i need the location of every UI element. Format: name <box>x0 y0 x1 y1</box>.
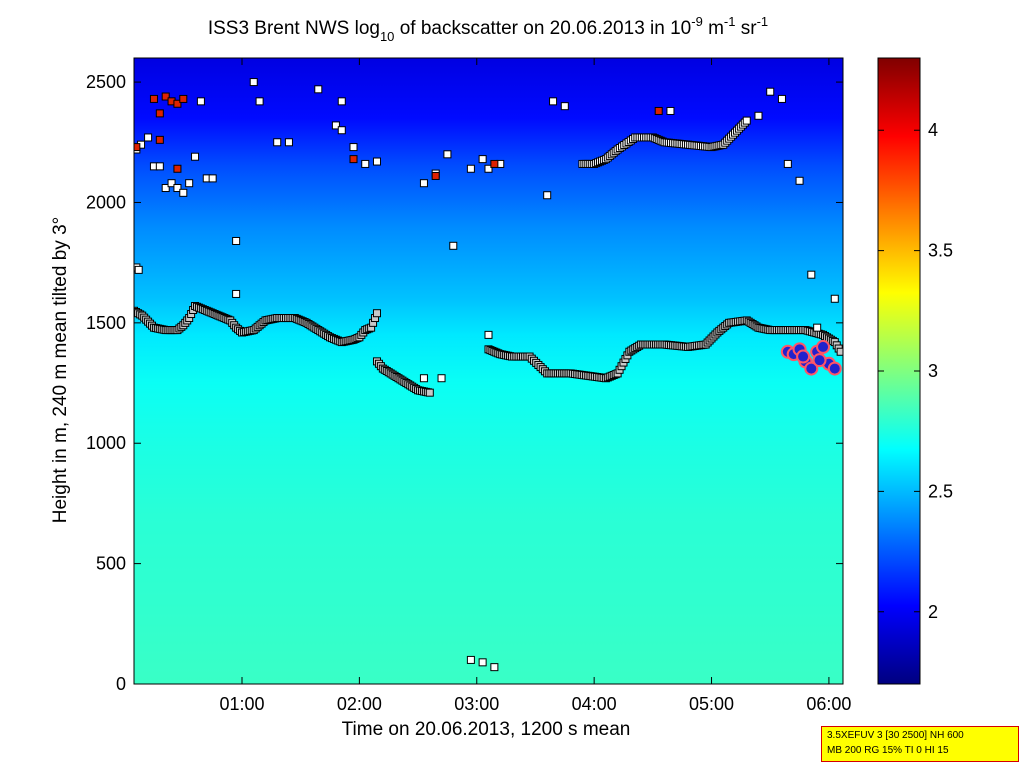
cloud-marker <box>797 351 809 363</box>
colorbar-tick-label: 2 <box>928 602 938 622</box>
scatter-marker <box>233 290 240 297</box>
scatter-marker <box>438 375 445 382</box>
scatter-marker <box>561 103 568 110</box>
x-tick-label: 02:00 <box>337 694 382 714</box>
settings-line-2: MB 200 RG 15% TI 0 HI 15 <box>827 743 1018 758</box>
scatter-marker <box>192 153 199 160</box>
scatter-marker <box>145 134 152 141</box>
scatter-marker <box>767 88 774 95</box>
backscatter-field <box>134 58 843 684</box>
scatter-marker <box>209 175 216 182</box>
x-tick-label: 04:00 <box>572 694 617 714</box>
scatter-marker <box>444 151 451 158</box>
red-marker <box>150 95 157 102</box>
plot-area <box>131 58 845 684</box>
scatter-marker <box>362 160 369 167</box>
scatter-marker <box>831 295 838 302</box>
scatter-marker <box>256 98 263 105</box>
scatter-marker <box>285 139 292 146</box>
settings-line-1: 3.5XEFUV 3 [30 2500] NH 600 <box>827 728 1018 743</box>
scatter-marker <box>485 331 492 338</box>
scatter-marker <box>755 112 762 119</box>
scatter-marker <box>420 180 427 187</box>
colorbar-tick-label: 4 <box>928 120 938 140</box>
scatter-marker <box>544 192 551 199</box>
scatter-marker <box>420 375 427 382</box>
scatter-marker <box>315 86 322 93</box>
scatter-marker <box>373 158 380 165</box>
scatter-marker <box>550 98 557 105</box>
chart-title: ISS3 Brent NWS log10 of backscatter on 2… <box>208 14 768 44</box>
scatter-marker <box>491 664 498 671</box>
scatter-marker <box>479 156 486 163</box>
red-marker <box>180 95 187 102</box>
scatter-marker <box>338 127 345 134</box>
x-tick-label: 06:00 <box>806 694 851 714</box>
red-marker <box>156 110 163 117</box>
colorbar-tick-label: 3.5 <box>928 241 953 261</box>
scatter-marker <box>814 324 821 331</box>
settings-info-box: 3.5XEFUV 3 [30 2500] NH 600 MB 200 RG 15… <box>821 726 1019 762</box>
y-axis-label: Height in m, 240 m mean tilted by 3° <box>50 217 71 523</box>
cloud-marker <box>814 354 826 366</box>
y-tick-label: 2500 <box>86 72 126 92</box>
scatter-marker <box>467 165 474 172</box>
x-tick-label: 03:00 <box>454 694 499 714</box>
upper-layer-marker <box>743 117 750 124</box>
y-tick-label: 500 <box>96 554 126 574</box>
red-marker <box>432 172 439 179</box>
scatter-marker <box>338 98 345 105</box>
cloud-marker <box>817 341 829 353</box>
colorbar-tick-label: 3 <box>928 361 938 381</box>
y-tick-label: 0 <box>116 674 126 694</box>
scatter-marker <box>135 266 142 273</box>
y-tick-label: 2000 <box>86 192 126 212</box>
scatter-marker <box>186 180 193 187</box>
red-marker <box>174 165 181 172</box>
scatter-marker <box>156 163 163 170</box>
scatter-marker <box>467 656 474 663</box>
y-tick-label: 1000 <box>86 433 126 453</box>
scatter-marker <box>350 144 357 151</box>
y-tick-label: 1500 <box>86 313 126 333</box>
scatter-marker <box>778 95 785 102</box>
colorbar: 2 2.5 3 3.5 4 <box>878 58 953 684</box>
red-marker <box>156 136 163 143</box>
inversion-marker <box>373 310 380 317</box>
cloud-marker <box>829 363 841 375</box>
x-axis-label: Time on 20.06.2013, 1200 s mean <box>342 719 631 740</box>
scatter-marker <box>250 79 257 86</box>
colorbar-tick-label: 2.5 <box>928 481 953 501</box>
scatter-marker <box>479 659 486 666</box>
inversion-marker <box>426 389 433 396</box>
red-marker <box>491 160 498 167</box>
scatter-marker <box>274 139 281 146</box>
scatter-marker <box>180 189 187 196</box>
scatter-marker <box>667 107 674 114</box>
scatter-marker <box>233 237 240 244</box>
scatter-marker <box>796 177 803 184</box>
red-marker <box>655 107 662 114</box>
red-marker <box>350 156 357 163</box>
colorbar-scale <box>878 58 920 684</box>
scatter-marker <box>808 271 815 278</box>
scatter-marker <box>784 160 791 167</box>
x-tick-label: 01:00 <box>219 694 264 714</box>
x-tick-label: 05:00 <box>689 694 734 714</box>
scatter-marker <box>197 98 204 105</box>
scatter-marker <box>450 242 457 249</box>
